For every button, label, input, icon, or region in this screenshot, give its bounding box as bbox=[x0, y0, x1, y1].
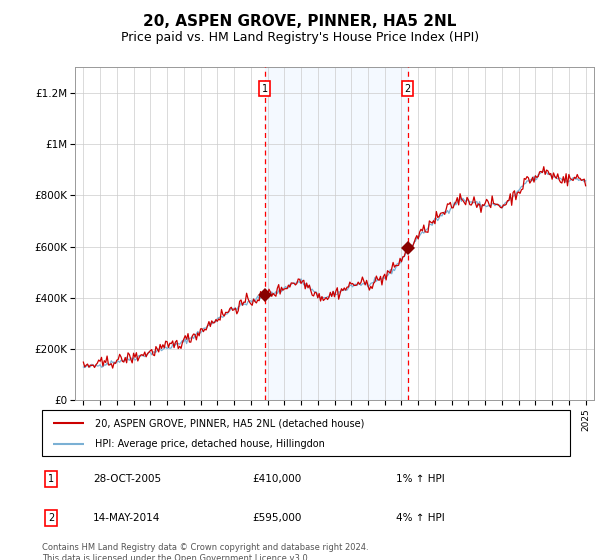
Text: 2: 2 bbox=[48, 513, 54, 523]
Text: 1: 1 bbox=[48, 474, 54, 484]
Text: 20, ASPEN GROVE, PINNER, HA5 2NL: 20, ASPEN GROVE, PINNER, HA5 2NL bbox=[143, 14, 457, 29]
Text: 4% ↑ HPI: 4% ↑ HPI bbox=[396, 513, 445, 523]
Text: £410,000: £410,000 bbox=[252, 474, 301, 484]
Text: Price paid vs. HM Land Registry's House Price Index (HPI): Price paid vs. HM Land Registry's House … bbox=[121, 31, 479, 44]
Text: HPI: Average price, detached house, Hillingdon: HPI: Average price, detached house, Hill… bbox=[95, 438, 325, 449]
Text: 28-OCT-2005: 28-OCT-2005 bbox=[93, 474, 161, 484]
Text: 1: 1 bbox=[262, 84, 268, 94]
FancyBboxPatch shape bbox=[42, 410, 570, 456]
Text: 1% ↑ HPI: 1% ↑ HPI bbox=[396, 474, 445, 484]
Text: 2: 2 bbox=[404, 84, 411, 94]
Text: £595,000: £595,000 bbox=[252, 513, 301, 523]
Text: 20, ASPEN GROVE, PINNER, HA5 2NL (detached house): 20, ASPEN GROVE, PINNER, HA5 2NL (detach… bbox=[95, 418, 364, 428]
Text: 14-MAY-2014: 14-MAY-2014 bbox=[93, 513, 160, 523]
Bar bbox=[265, 67, 407, 400]
Text: Contains HM Land Registry data © Crown copyright and database right 2024.
This d: Contains HM Land Registry data © Crown c… bbox=[42, 543, 368, 560]
